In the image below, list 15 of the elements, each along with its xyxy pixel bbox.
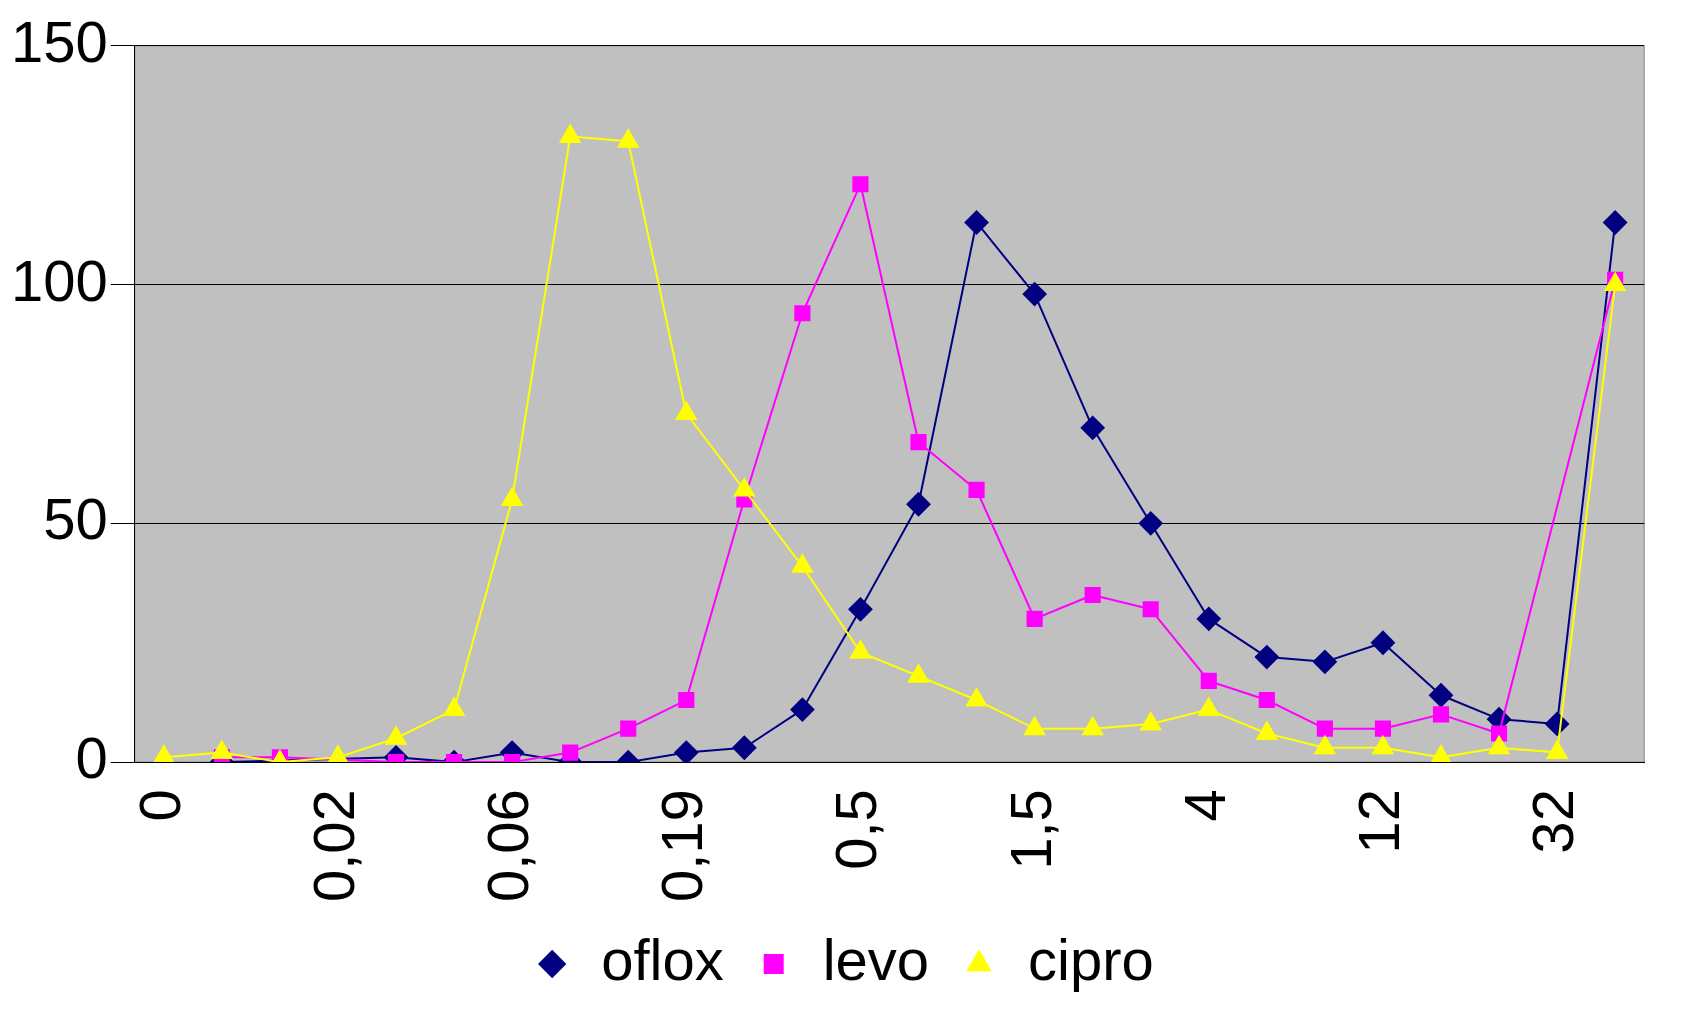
x-tick-label: 0,5: [823, 789, 889, 870]
x-tick-label: 0,06: [475, 789, 541, 903]
x-tick-label: 0,19: [649, 789, 715, 903]
legend-label: levo: [822, 927, 930, 992]
x-tick-label: 0,02: [300, 789, 366, 903]
x-tick-label: 32: [1520, 789, 1586, 854]
legend-label: oflox: [601, 927, 724, 992]
y-tick-label: 100: [10, 247, 108, 313]
legend-label: cipro: [1028, 927, 1154, 992]
y-tick-label: 150: [10, 8, 108, 74]
x-tick-label: 1,5: [997, 789, 1063, 870]
y-tick-label: 50: [43, 486, 108, 552]
x-tick-label: 4: [1171, 789, 1237, 822]
x-tick-label: 12: [1345, 789, 1411, 854]
x-tick-label: 0: [126, 789, 192, 822]
